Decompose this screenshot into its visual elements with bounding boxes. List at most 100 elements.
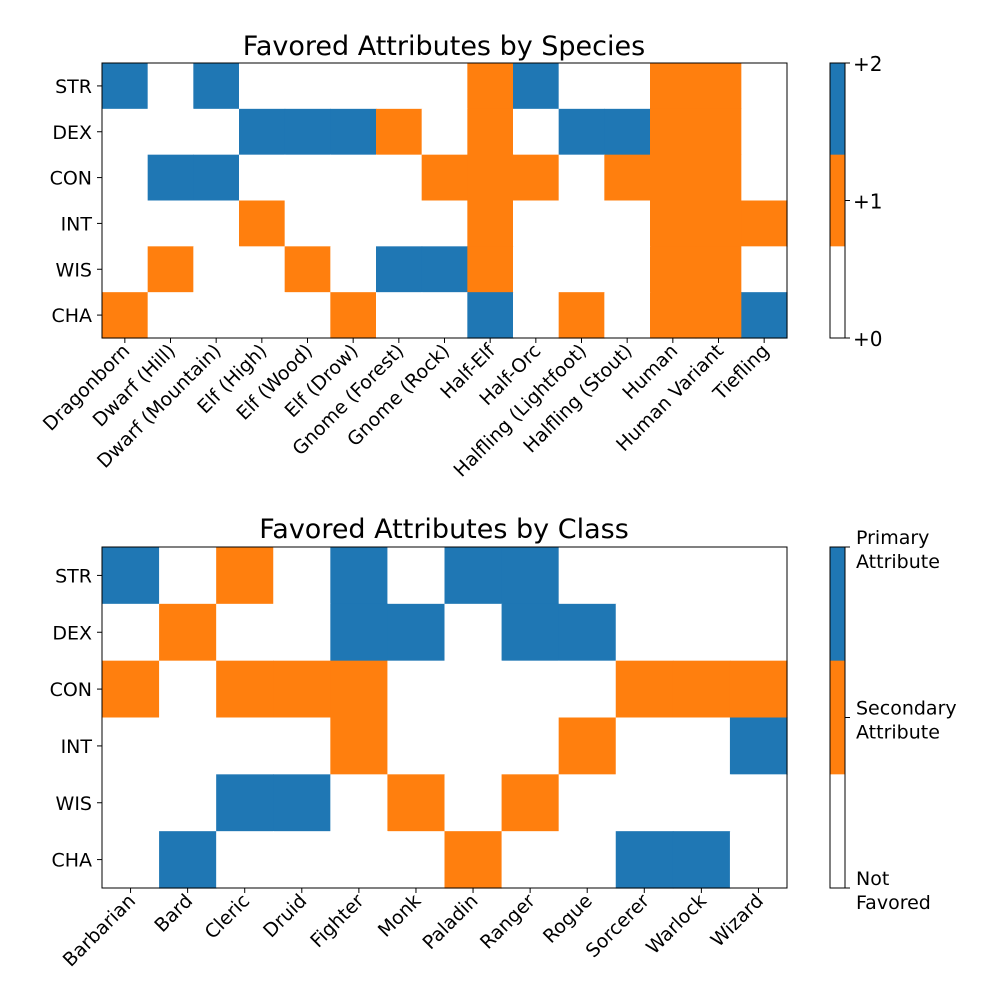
class-cell-4-4 <box>330 774 389 832</box>
species-cell-4-13 <box>695 246 742 293</box>
species-cell-2-7 <box>421 154 468 202</box>
class-cell-1-6 <box>444 603 503 662</box>
class-cell-3-0 <box>102 717 160 775</box>
species-cell-1-5 <box>330 108 377 156</box>
species-cell-4-2 <box>193 246 240 293</box>
species-cell-2-10 <box>558 154 605 202</box>
class-cell-5-7 <box>501 831 560 889</box>
species-cell-1-14 <box>741 108 788 156</box>
class-cell-1-0 <box>102 603 160 662</box>
species-cell-0-6 <box>376 63 423 110</box>
species-colorbar-label-2: +2 <box>853 52 882 76</box>
class-cell-3-9 <box>615 717 674 775</box>
species-cell-5-14 <box>741 292 788 339</box>
class-cell-2-5 <box>387 660 446 719</box>
class-colorbar-label-0-line-0: Not <box>856 868 889 890</box>
species-cell-0-3 <box>239 63 286 110</box>
species-y-label-1: DEX <box>52 122 92 144</box>
species-y-label-4: WIS <box>56 259 92 281</box>
species-cell-5-4 <box>284 292 331 339</box>
species-cell-0-0 <box>102 63 149 110</box>
class-cell-5-8 <box>558 831 617 889</box>
class-cell-0-10 <box>672 547 731 605</box>
species-cell-4-9 <box>513 246 560 293</box>
species-cell-0-11 <box>604 63 651 110</box>
species-cell-2-14 <box>741 154 788 202</box>
species-cell-3-6 <box>376 200 423 247</box>
species-cell-1-13 <box>695 108 742 156</box>
species-cell-1-6 <box>376 108 423 156</box>
class-cell-4-5 <box>387 774 446 832</box>
species-chart-title: Favored Attributes by Species <box>243 31 645 62</box>
class-colorbar-seg-1 <box>830 660 845 775</box>
species-cell-1-9 <box>513 108 560 156</box>
species-cell-4-5 <box>330 246 377 293</box>
species-cell-3-10 <box>558 200 605 247</box>
class-colorbar-label-2-line-0: Primary <box>856 527 929 549</box>
class-cell-4-9 <box>615 774 674 832</box>
class-cell-1-4 <box>330 603 389 662</box>
class-cell-1-1 <box>159 603 217 662</box>
species-cell-5-1 <box>147 292 194 339</box>
species-cell-0-10 <box>558 63 605 110</box>
class-cell-3-6 <box>444 717 503 775</box>
species-cell-2-5 <box>330 154 377 202</box>
species-cell-0-14 <box>741 63 788 110</box>
class-colorbar-label-1: Secondary Attribute <box>856 698 957 744</box>
species-cell-5-9 <box>513 292 560 339</box>
class-cell-4-0 <box>102 774 160 832</box>
species-cell-3-8 <box>467 200 514 247</box>
species-cell-4-12 <box>650 246 697 293</box>
species-cell-3-9 <box>513 200 560 247</box>
species-cell-2-3 <box>239 154 286 202</box>
class-cell-0-4 <box>330 547 389 605</box>
class-cell-0-1 <box>159 547 217 605</box>
class-y-label-3: INT <box>61 736 93 758</box>
species-y-label-3: INT <box>61 213 93 235</box>
species-cell-3-11 <box>604 200 651 247</box>
class-colorbar-seg-0 <box>830 774 845 889</box>
class-cell-1-10 <box>672 603 731 662</box>
class-cell-4-3 <box>273 774 331 832</box>
class-cell-0-3 <box>273 547 331 605</box>
species-cell-5-7 <box>421 292 468 339</box>
species-cell-3-0 <box>102 200 149 247</box>
class-cell-3-3 <box>273 717 331 775</box>
class-cell-4-11 <box>729 774 788 832</box>
species-y-label-0: STR <box>55 76 92 98</box>
species-cell-4-3 <box>239 246 286 293</box>
class-cell-4-2 <box>216 774 274 832</box>
species-cell-0-2 <box>193 63 240 110</box>
class-cell-3-1 <box>159 717 217 775</box>
species-colorbar-seg-0 <box>830 246 845 339</box>
species-cell-4-8 <box>467 246 514 293</box>
class-cell-2-9 <box>615 660 674 719</box>
species-cell-2-8 <box>467 154 514 202</box>
species-cell-4-11 <box>604 246 651 293</box>
species-cell-1-3 <box>239 108 286 156</box>
class-y-label-5: CHA <box>51 850 92 872</box>
class-cell-2-10 <box>672 660 731 719</box>
class-cell-5-3 <box>273 831 331 889</box>
species-cell-3-3 <box>239 200 286 247</box>
species-cell-5-2 <box>193 292 240 339</box>
species-colorbar-label-1: +1 <box>853 190 882 214</box>
class-cell-5-1 <box>159 831 217 889</box>
class-cell-4-1 <box>159 774 217 832</box>
species-cell-5-5 <box>330 292 377 339</box>
species-y-label-2: CON <box>50 168 92 190</box>
class-x-label-5: Monk <box>374 890 426 942</box>
species-cell-2-6 <box>376 154 423 202</box>
class-cell-2-1 <box>159 660 217 719</box>
class-cell-2-2 <box>216 660 274 719</box>
class-cell-5-5 <box>387 831 446 889</box>
species-cell-3-13 <box>695 200 742 247</box>
species-cell-0-12 <box>650 63 697 110</box>
class-cell-5-11 <box>729 831 788 889</box>
class-cell-1-7 <box>501 603 560 662</box>
species-cell-4-6 <box>376 246 423 293</box>
species-cell-0-13 <box>695 63 742 110</box>
species-cell-1-1 <box>147 108 194 156</box>
class-plot-frame <box>101 546 788 889</box>
